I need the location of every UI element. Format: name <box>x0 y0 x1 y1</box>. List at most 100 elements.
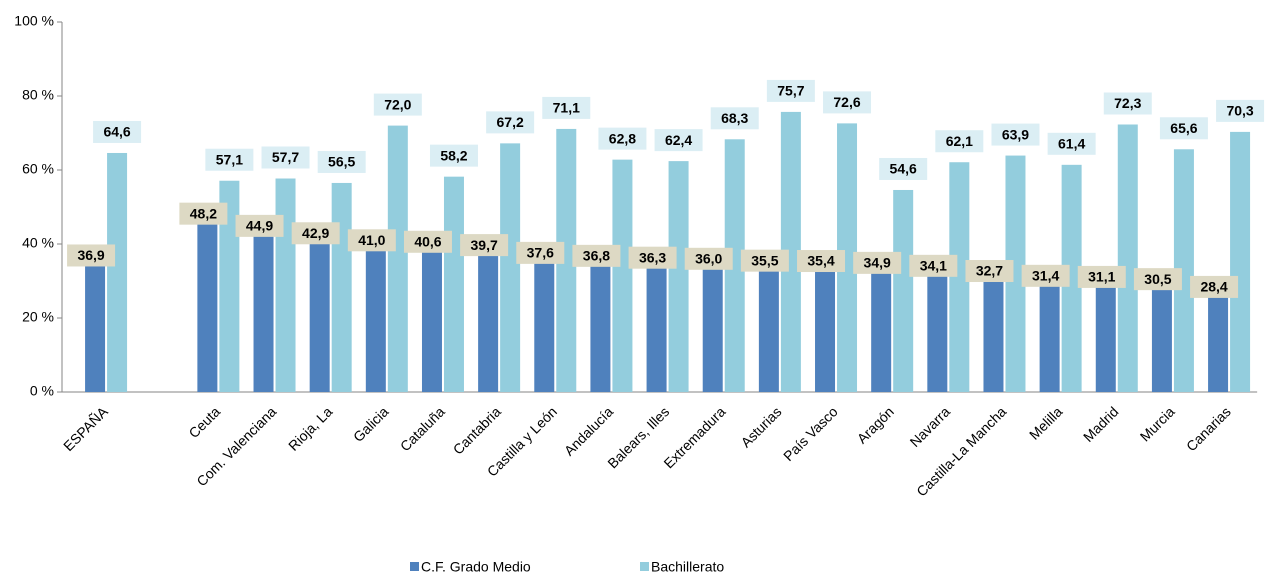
legend-swatch <box>410 562 419 571</box>
y-tick-label: 80 % <box>22 87 54 103</box>
data-label-box <box>235 214 284 237</box>
bar <box>197 213 218 392</box>
x-tick-label: Andalucía <box>561 403 616 458</box>
data-label: 34,9 <box>864 255 891 271</box>
data-label: 36,0 <box>695 251 722 267</box>
data-label: 39,7 <box>471 237 498 253</box>
y-tick-label: 60 % <box>22 161 54 177</box>
bar <box>780 111 801 392</box>
data-label-box <box>598 127 647 150</box>
data-label-box <box>67 244 116 267</box>
data-label-box <box>1077 265 1126 288</box>
data-label-box <box>317 150 366 173</box>
data-label: 63,9 <box>1002 126 1029 142</box>
data-label-box <box>486 111 535 134</box>
bar <box>275 178 296 392</box>
data-label: 67,2 <box>497 114 524 130</box>
bar <box>815 261 836 392</box>
data-label: 30,5 <box>1144 271 1171 287</box>
bar <box>1117 124 1138 393</box>
data-label: 32,7 <box>976 263 1003 279</box>
bar <box>253 225 274 392</box>
data-label: 40,6 <box>414 233 441 249</box>
data-label-box <box>403 230 452 253</box>
bar <box>1230 131 1251 392</box>
data-label-box <box>1133 268 1182 291</box>
bar <box>85 255 106 392</box>
data-label: 57,1 <box>216 151 243 167</box>
data-label: 54,6 <box>890 161 917 177</box>
data-label: 34,1 <box>920 258 947 274</box>
data-label: 62,8 <box>609 130 636 146</box>
bar <box>365 240 386 392</box>
x-tick-label: País Vasco <box>780 403 841 464</box>
data-label: 62,4 <box>665 132 692 148</box>
data-label-box <box>373 93 422 116</box>
data-label-box <box>684 247 733 270</box>
x-tick-label: Cantabria <box>450 403 504 457</box>
data-label: 35,4 <box>807 253 834 269</box>
bar <box>387 125 408 392</box>
data-label-box <box>347 229 396 252</box>
data-label: 72,0 <box>384 96 411 112</box>
x-tick-label: Ceuta <box>185 403 223 441</box>
data-label-box <box>1190 275 1239 298</box>
data-label: 48,2 <box>190 205 217 221</box>
data-label-box <box>797 250 846 273</box>
data-label-box <box>516 241 565 264</box>
bar <box>724 139 745 392</box>
data-label: 62,1 <box>946 133 973 149</box>
bar <box>612 159 633 392</box>
data-label-box <box>205 148 254 171</box>
bar <box>1208 286 1229 392</box>
x-tick-label: Cataluña <box>397 403 448 454</box>
data-label: 61,4 <box>1058 136 1085 152</box>
data-label-box <box>1159 117 1208 140</box>
data-label: 64,6 <box>103 124 130 140</box>
data-label-box <box>628 246 677 269</box>
bar <box>556 128 577 392</box>
data-label-box <box>1021 264 1070 287</box>
bar <box>646 257 667 392</box>
data-label-box <box>261 146 310 169</box>
bar <box>1095 276 1116 392</box>
bar <box>1173 149 1194 392</box>
data-label: 44,9 <box>246 218 273 234</box>
bar <box>331 182 352 392</box>
data-label: 71,1 <box>553 100 580 116</box>
data-label: 36,9 <box>77 247 104 263</box>
bar <box>893 189 914 392</box>
legend-swatch <box>640 562 649 571</box>
bar <box>1039 275 1060 392</box>
data-label-box <box>572 244 621 267</box>
data-label: 70,3 <box>1226 103 1253 119</box>
data-label-box <box>965 260 1014 283</box>
data-label-box <box>740 249 789 272</box>
bar <box>837 123 858 392</box>
data-label: 72,3 <box>1114 95 1141 111</box>
x-tick-label: Canarias <box>1183 403 1234 454</box>
data-label-box <box>291 222 340 245</box>
bar <box>927 265 948 392</box>
data-label: 72,6 <box>833 94 860 110</box>
bar <box>1005 155 1026 392</box>
data-label: 31,4 <box>1032 268 1059 284</box>
data-label-box <box>766 79 815 102</box>
data-label-box <box>823 91 872 114</box>
data-label-box <box>429 144 478 167</box>
y-tick-label: 20 % <box>22 309 54 325</box>
data-label-box <box>710 107 759 130</box>
data-label-box <box>460 234 509 257</box>
data-label-box <box>991 123 1040 146</box>
data-label: 36,8 <box>583 248 610 264</box>
data-label-box <box>1047 132 1096 155</box>
bar <box>949 162 970 392</box>
bar <box>983 271 1004 392</box>
data-label-box <box>179 202 228 225</box>
x-tick-label: Galicia <box>350 403 392 445</box>
y-tick-label: 100 % <box>14 13 54 29</box>
y-tick-label: 40 % <box>22 235 54 251</box>
data-label-box <box>1216 99 1265 122</box>
data-label: 58,2 <box>440 147 467 163</box>
